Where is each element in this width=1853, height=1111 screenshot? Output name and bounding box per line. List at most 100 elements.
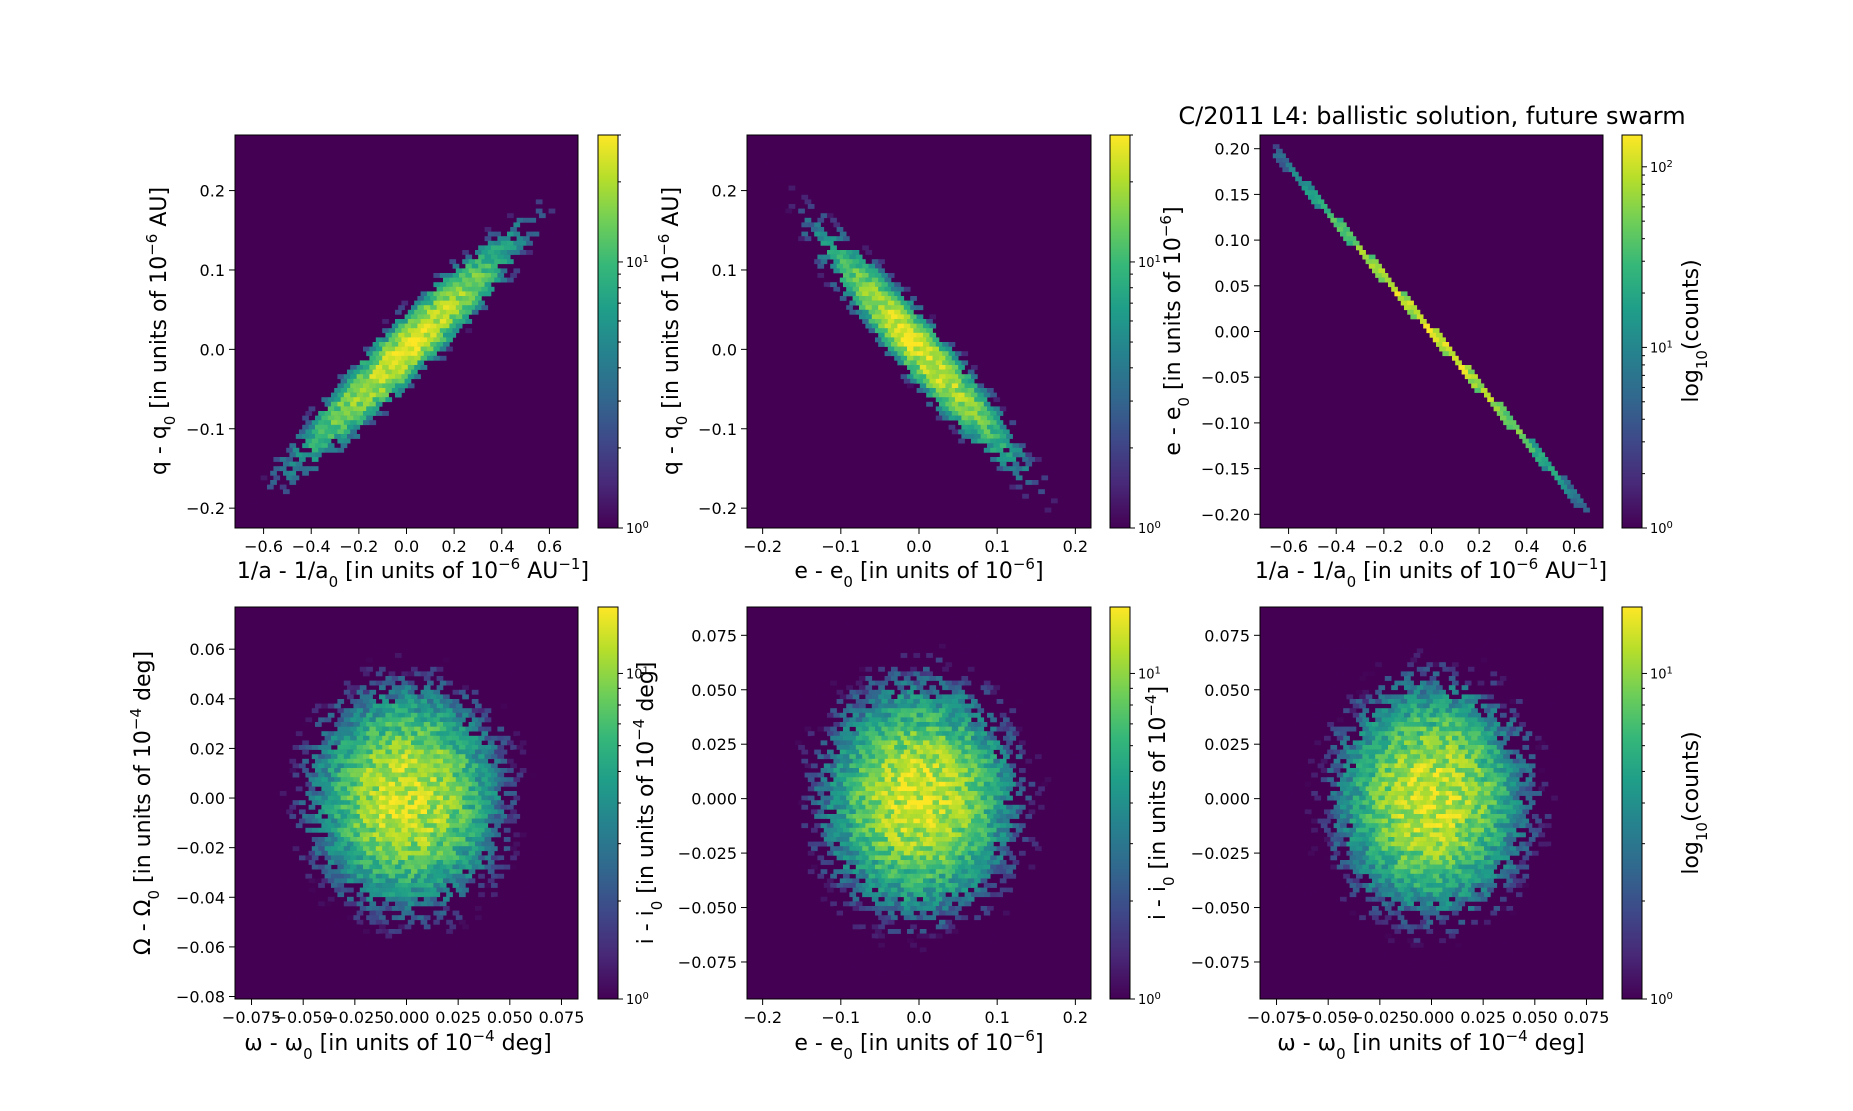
hexbin-cell — [484, 800, 492, 806]
hexbin-cell — [398, 795, 405, 801]
hexbin-cell — [318, 901, 325, 907]
hexbin-cell — [887, 910, 895, 916]
hexbin-cell — [436, 804, 444, 810]
hexbin-cell — [977, 708, 985, 714]
hexbin-cell — [884, 694, 892, 700]
hexbin-cell — [1352, 240, 1360, 246]
hexbin-cell — [411, 314, 418, 320]
hexbin-cell — [439, 754, 447, 760]
hexbin-cell — [497, 901, 505, 907]
hexbin-cell — [315, 924, 322, 930]
hexbin-cell — [1452, 680, 1459, 686]
hexbin-cell — [516, 245, 524, 251]
hexbin-cell — [455, 749, 463, 755]
hexbin-cell — [279, 466, 287, 472]
hexbin-cell — [523, 883, 530, 888]
hexbin-cell — [1003, 754, 1010, 760]
hexbin-cell — [459, 291, 466, 297]
hexbin-cell — [983, 791, 991, 796]
hexbin-cell — [903, 869, 911, 875]
hexbin-cell — [852, 277, 860, 283]
hexbin-cell — [375, 374, 383, 380]
hexbin-cell — [471, 827, 479, 833]
hexbin-cell — [871, 314, 879, 320]
hexbin-cell — [951, 401, 959, 407]
hexbin-cell — [1548, 466, 1555, 472]
hexbin-cell — [391, 832, 399, 838]
hexbin-cell — [385, 841, 393, 847]
hexbin-cell — [923, 878, 930, 884]
hexbin-cell — [900, 337, 908, 343]
hexbin-cell — [363, 411, 370, 416]
hexbin-cell — [859, 841, 866, 847]
hexbin-cell — [964, 726, 972, 732]
hexbin-cell — [843, 800, 850, 806]
hexbin-cell — [481, 795, 489, 801]
hexbin-cell — [900, 892, 908, 898]
hexbin-cell — [990, 818, 997, 824]
hexbin-cell — [503, 236, 511, 242]
hexbin-cell — [411, 666, 418, 672]
hexbin-cell — [820, 777, 828, 783]
hexbin-cell — [302, 470, 309, 476]
hexbin-cell — [289, 443, 297, 449]
hexbin-cell — [827, 860, 834, 865]
hexbin-cell — [875, 282, 882, 288]
hexbin-cell — [875, 735, 882, 741]
hexbin-cell — [395, 929, 402, 934]
hexbin-cell — [481, 268, 489, 274]
hexbin-cell — [491, 772, 498, 778]
hexbin-cell — [1349, 643, 1357, 649]
hexbin-cell — [820, 694, 828, 700]
hexbin-cell — [414, 374, 421, 380]
hexbin-cell — [449, 259, 457, 265]
hexbin-cell — [439, 680, 447, 686]
hexbin-cell — [395, 864, 402, 870]
hexbin-cell — [1044, 804, 1052, 810]
hexbin-cell — [459, 818, 466, 824]
hexbin-cell — [852, 869, 860, 875]
hexbin-cell — [359, 749, 367, 755]
hexbin-cell — [1448, 685, 1456, 691]
hexbin-cell — [843, 254, 850, 260]
hexbin-cell — [820, 823, 828, 829]
hexbin-cell — [407, 800, 415, 806]
hexbin-cell — [859, 823, 866, 829]
hexbin-cell — [436, 342, 444, 347]
hexbin-cell — [999, 777, 1007, 783]
hexbin-cell — [871, 712, 879, 718]
hexbin-cell — [436, 850, 444, 856]
hexbin-cell — [833, 630, 841, 635]
hexbin-cell — [897, 731, 905, 737]
hexbin-cell — [916, 731, 924, 737]
hexbin-cell — [363, 689, 370, 695]
hexbin-cell — [1394, 726, 1402, 732]
hexbin-cell — [449, 924, 457, 930]
hexbin-cell — [1416, 648, 1424, 654]
hexbin-cell — [420, 800, 428, 806]
hexbin-cell — [999, 424, 1007, 430]
hexbin-cell — [475, 841, 482, 847]
hexbin-cell — [439, 735, 447, 741]
colorbar-tick-label: 100 — [1138, 991, 1161, 1009]
hexbin-cell — [420, 328, 428, 334]
hexbin-cell — [350, 772, 357, 778]
hexbin-cell — [1279, 162, 1286, 168]
hexbin-cell — [951, 754, 959, 760]
hexbin-cell — [955, 860, 962, 865]
hexbin-cell — [487, 685, 495, 691]
hexbin-cell — [433, 772, 441, 778]
hexbin-cell — [398, 676, 405, 681]
hexbin-cell — [1404, 305, 1411, 311]
hexbin-cell — [471, 809, 479, 815]
hexbin-cell — [1407, 699, 1414, 704]
hexbin-cell — [433, 717, 441, 723]
hexbin-cell — [932, 781, 940, 787]
hexbin-cell — [862, 855, 869, 861]
hexbin-cell — [369, 754, 377, 760]
hexbin-cell — [459, 763, 466, 769]
hexbin-cell — [327, 924, 335, 930]
hexbin-cell — [881, 291, 889, 297]
hexbin-cell — [273, 475, 281, 481]
hexbin-cell — [420, 689, 428, 695]
